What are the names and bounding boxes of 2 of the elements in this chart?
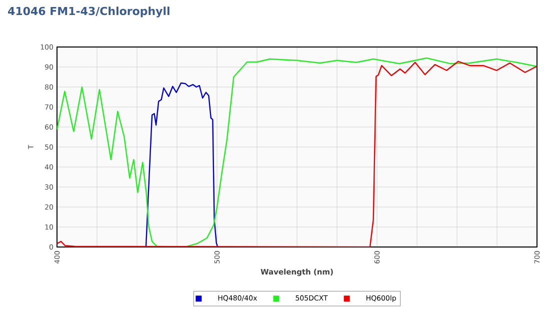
chart-title: 41046 FM1-43/Chlorophyll [8,6,170,18]
line-series [145,82,218,247]
